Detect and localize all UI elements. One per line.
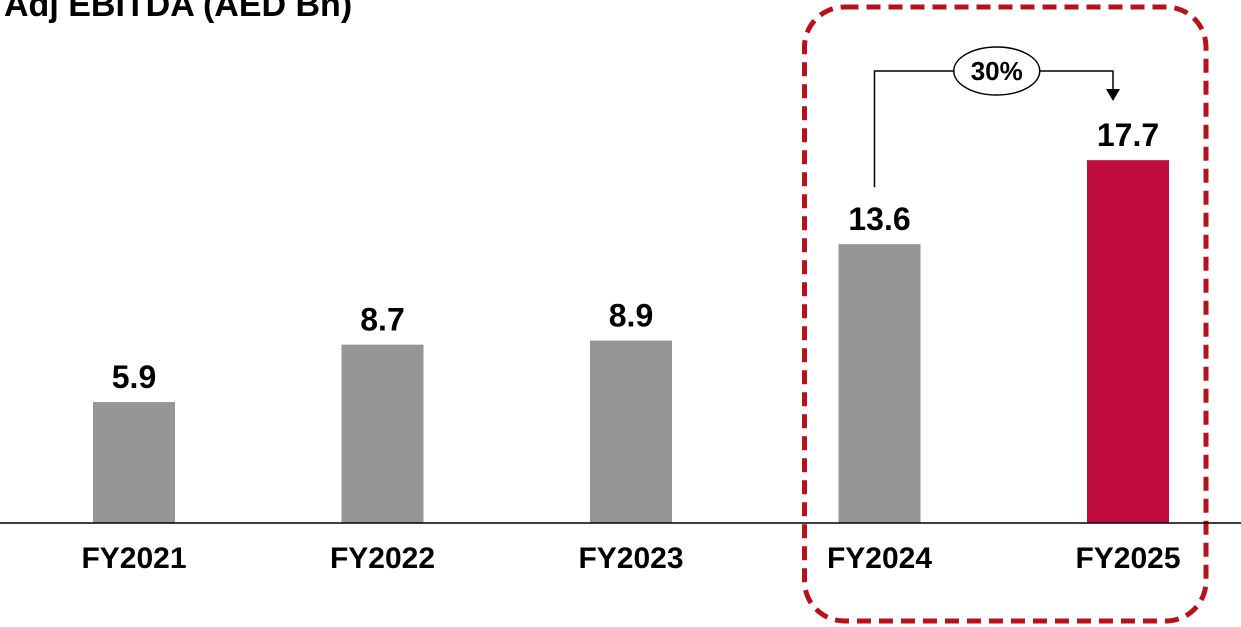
growth-arrowhead xyxy=(1106,89,1120,101)
x-tick-fy2025: FY2025 xyxy=(1075,542,1180,575)
highlight-box xyxy=(802,4,1209,624)
x-tick-fy2022: FY2022 xyxy=(330,542,435,575)
bar-fy2024 xyxy=(838,244,921,523)
x-tick-fy2023: FY2023 xyxy=(578,542,683,575)
bar-fy2021 xyxy=(93,402,175,523)
x-tick-fy2021: FY2021 xyxy=(81,542,186,575)
value-label-fy2024: 13.6 xyxy=(848,201,910,237)
chart-title: Adj EBITDA (AED Bn) xyxy=(4,0,352,24)
value-label-fy2023: 8.9 xyxy=(609,298,653,334)
value-label-fy2022: 8.7 xyxy=(360,302,404,338)
value-label-fy2021: 5.9 xyxy=(112,359,156,395)
bar-fy2023 xyxy=(590,340,672,523)
x-tick-fy2024: FY2024 xyxy=(827,542,932,575)
growth-bubble xyxy=(953,46,1041,96)
bar-fy2025 xyxy=(1087,160,1169,523)
value-label-fy2025: 17.7 xyxy=(1097,117,1159,153)
growth-percentage: 30% xyxy=(971,56,1023,86)
bar-fy2022 xyxy=(341,344,424,523)
